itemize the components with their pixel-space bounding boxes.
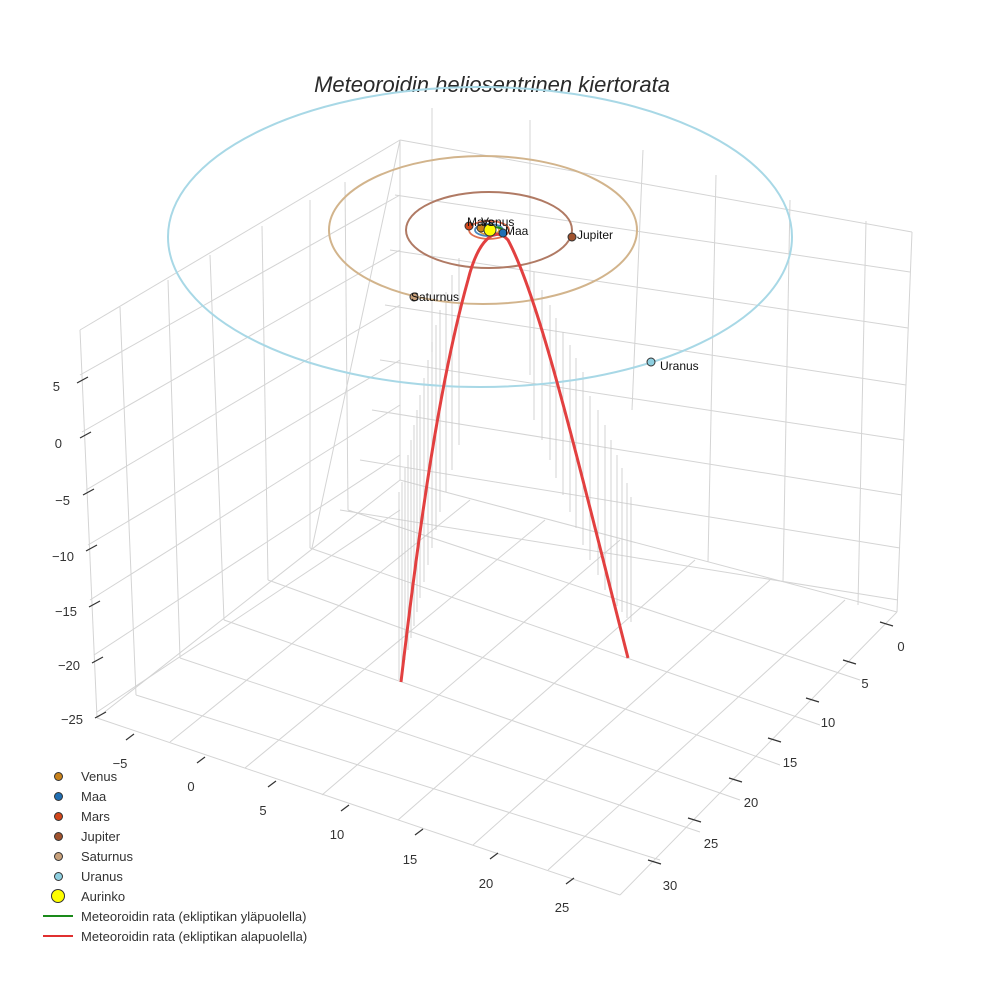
svg-text:5: 5	[861, 676, 868, 691]
chart-title: Meteoroidin heliosentrinen kiertorata	[314, 72, 670, 97]
orbit-uranus	[167, 86, 793, 388]
svg-text:0: 0	[55, 436, 62, 451]
legend-item-trajectory-above[interactable]: Meteoroidin rata (ekliptikan yläpuolella…	[38, 906, 307, 926]
legend-item-uranus[interactable]: Uranus	[38, 866, 307, 886]
orbits	[167, 86, 793, 388]
maa-marker-icon	[53, 791, 63, 801]
y-axis-tick-labels: 0 5 10 15 20 25 30	[663, 639, 905, 893]
legend-item-venus[interactable]: Venus	[38, 766, 307, 786]
y-axis	[647, 621, 894, 865]
sun-marker-icon	[51, 889, 65, 903]
svg-text:−20: −20	[58, 658, 80, 673]
svg-text:5: 5	[53, 379, 60, 394]
meteoroid-trajectory-below	[399, 232, 630, 683]
svg-text:25: 25	[704, 836, 718, 851]
svg-text:20: 20	[744, 795, 758, 810]
legend-item-aurinko[interactable]: Aurinko	[38, 886, 307, 906]
legend: Venus Maa Mars Jupiter Saturnus Uranus A…	[38, 766, 307, 946]
orbit-jupiter	[405, 191, 573, 269]
red-line-icon	[43, 935, 73, 937]
legend-item-trajectory-below[interactable]: Meteoroidin rata (ekliptikan alapuolella…	[38, 926, 307, 946]
svg-text:0: 0	[187, 779, 194, 794]
svg-text:Saturnus: Saturnus	[411, 290, 459, 304]
svg-text:5: 5	[259, 803, 266, 818]
svg-text:20: 20	[479, 876, 493, 891]
svg-text:0: 0	[897, 639, 904, 654]
grid-left-wall	[79, 139, 401, 719]
svg-text:−25: −25	[61, 712, 83, 727]
planet-jupiter	[567, 232, 577, 242]
svg-text:10: 10	[821, 715, 835, 730]
svg-text:−5: −5	[113, 756, 128, 771]
svg-text:−10: −10	[52, 549, 74, 564]
x-axis	[125, 733, 575, 885]
svg-text:30: 30	[663, 878, 677, 893]
planet-mars	[464, 221, 474, 231]
planet-labels: Mars Venus Maa Jupiter Saturnus Uranus	[411, 215, 699, 373]
planet-maa	[498, 228, 508, 238]
legend-item-maa[interactable]: Maa	[38, 786, 307, 806]
svg-text:15: 15	[403, 852, 417, 867]
projection-stems	[398, 258, 632, 680]
jupiter-marker-icon	[53, 831, 63, 841]
orbit-saturnus	[328, 155, 638, 305]
svg-text:Maa: Maa	[505, 224, 529, 238]
svg-text:10: 10	[330, 827, 344, 842]
svg-text:−15: −15	[55, 604, 77, 619]
svg-text:Uranus: Uranus	[660, 359, 699, 373]
planet-markers[interactable]	[409, 221, 656, 367]
mars-marker-icon	[53, 811, 63, 821]
svg-text:15: 15	[783, 755, 797, 770]
legend-item-mars[interactable]: Mars	[38, 806, 307, 826]
svg-text:Venus: Venus	[481, 215, 514, 229]
venus-marker-icon	[53, 771, 63, 781]
z-axis	[76, 376, 107, 719]
planet-saturnus	[409, 292, 419, 302]
green-line-icon	[43, 915, 73, 917]
legend-item-saturnus[interactable]: Saturnus	[38, 846, 307, 866]
svg-text:Mars: Mars	[467, 215, 494, 229]
sun-aurinko	[483, 223, 497, 237]
x-axis-tick-labels: −5 0 5 10 15 20 25	[113, 756, 570, 915]
svg-text:−5: −5	[55, 493, 70, 508]
planet-uranus	[646, 357, 656, 367]
svg-text:Jupiter: Jupiter	[577, 228, 613, 242]
legend-item-jupiter[interactable]: Jupiter	[38, 826, 307, 846]
saturnus-marker-icon	[53, 851, 63, 861]
svg-text:25: 25	[555, 900, 569, 915]
uranus-marker-icon	[53, 871, 63, 881]
z-axis-tick-labels: 5 0 −5 −10 −15 −20 −25	[52, 379, 83, 727]
